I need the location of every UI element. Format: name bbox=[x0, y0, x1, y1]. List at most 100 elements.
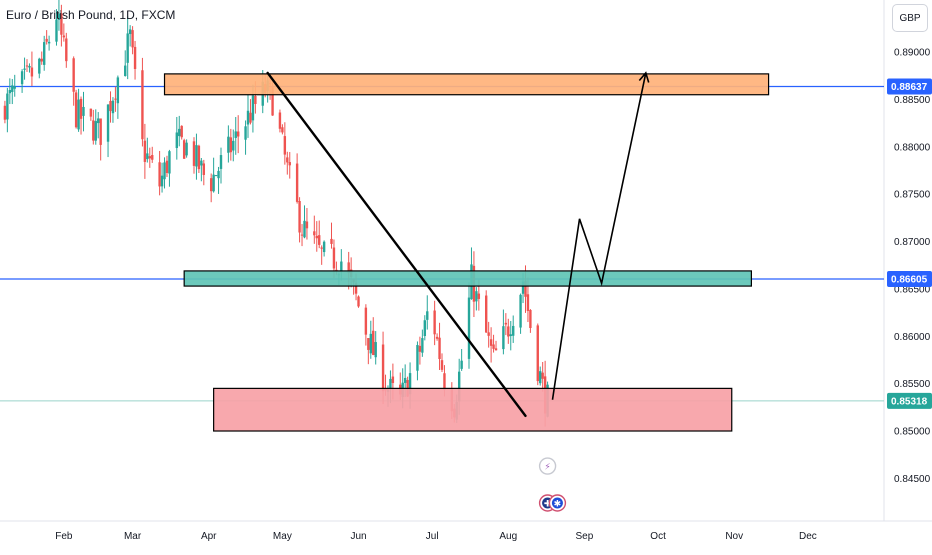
candle-body-145 bbox=[502, 326, 505, 350]
y-tick-label: 0.85500 bbox=[894, 379, 931, 390]
support-zone[interactable] bbox=[213, 387, 733, 432]
candle-body-133 bbox=[457, 371, 461, 402]
candle-body-144 bbox=[494, 348, 498, 351]
candle-body-14 bbox=[47, 41, 51, 44]
candle-body-134 bbox=[460, 360, 463, 369]
lightning-event[interactable]: ⚡ bbox=[538, 457, 557, 475]
candle-body-120 bbox=[416, 344, 419, 371]
candle-body-8 bbox=[28, 65, 31, 68]
candle-body-60 bbox=[209, 178, 213, 192]
candle-body-96 bbox=[332, 247, 336, 269]
mid-zone[interactable] bbox=[183, 270, 753, 287]
candle-body-13 bbox=[45, 38, 48, 42]
candle-body-114 bbox=[391, 376, 395, 384]
event-icons[interactable]: ⚡ ✚ ✱ bbox=[538, 457, 567, 512]
candle-body-103 bbox=[354, 282, 358, 294]
candle-body-34 bbox=[116, 77, 120, 104]
candle-body-44 bbox=[151, 155, 154, 160]
candle-body-140 bbox=[485, 295, 488, 333]
y-tick-label: 0.84500 bbox=[894, 474, 931, 485]
candle-body-2 bbox=[8, 90, 12, 94]
symbol-title[interactable]: Euro / British Pound, 1D, FXCM bbox=[6, 8, 176, 22]
candle-body-104 bbox=[357, 296, 360, 307]
candle-body-64 bbox=[219, 155, 223, 169]
candle-body-59 bbox=[202, 163, 206, 175]
eu-flag-event[interactable]: ✱ bbox=[548, 494, 567, 512]
candle-body-124 bbox=[426, 311, 429, 320]
time-axis[interactable]: Feb Mar Apr May Jun Jul Aug Sep Oct Nov Dec bbox=[55, 531, 817, 542]
candle-body-5 bbox=[20, 71, 24, 85]
candle-body-150 bbox=[519, 294, 522, 328]
candle-body-21 bbox=[74, 92, 78, 128]
x-tick-label: May bbox=[273, 531, 292, 542]
candle-body-17 bbox=[60, 13, 63, 35]
candle-body-7 bbox=[25, 65, 29, 67]
candle-body-51 bbox=[178, 128, 181, 137]
y-tick-label: 0.86000 bbox=[894, 332, 931, 343]
x-tick-label: Nov bbox=[725, 531, 743, 542]
candle-body-148 bbox=[509, 334, 512, 337]
candle-body-68 bbox=[234, 131, 237, 138]
y-tick-label: 0.87000 bbox=[894, 237, 931, 248]
currency-button[interactable]: GBP bbox=[892, 4, 928, 32]
candle-body-37 bbox=[128, 29, 132, 35]
candle-body-82 bbox=[283, 136, 287, 155]
candle-body-42 bbox=[146, 153, 149, 160]
candle-body-88 bbox=[303, 220, 306, 238]
resistance-zone[interactable] bbox=[163, 73, 770, 96]
candle-body-72 bbox=[249, 112, 252, 123]
candle-body-90 bbox=[313, 231, 316, 236]
candle-body-128 bbox=[440, 360, 444, 370]
candle-body-126 bbox=[435, 336, 439, 339]
candle-body-157 bbox=[541, 372, 544, 379]
candle-body-15 bbox=[55, 19, 58, 42]
candle-body-81 bbox=[281, 127, 284, 133]
candle-body-40 bbox=[141, 70, 144, 140]
candle-body-11 bbox=[40, 58, 43, 62]
price-badge-label-2: 0.85318 bbox=[891, 396, 928, 407]
candle-body-146 bbox=[504, 322, 508, 325]
candle-body-80 bbox=[278, 112, 282, 129]
candle-body-122 bbox=[421, 338, 424, 353]
candle-body-25 bbox=[89, 108, 93, 117]
candle-body-121 bbox=[418, 345, 422, 352]
candle-body-141 bbox=[487, 332, 490, 336]
candle-body-0 bbox=[3, 105, 7, 120]
candle-body-155 bbox=[536, 325, 539, 382]
candle-body-151 bbox=[521, 281, 525, 294]
candle-body-156 bbox=[539, 371, 542, 384]
candle-body-27 bbox=[94, 121, 97, 141]
candle-body-57 bbox=[197, 145, 201, 170]
price-badge-2 bbox=[887, 392, 932, 409]
projection-path[interactable] bbox=[551, 72, 647, 400]
candle-body-30 bbox=[106, 104, 110, 142]
candle-body-4 bbox=[13, 86, 16, 89]
candle-body-29 bbox=[99, 118, 102, 145]
candle-body-26 bbox=[92, 120, 95, 141]
candle-body-39 bbox=[133, 46, 137, 70]
arrow-head-icon bbox=[638, 71, 650, 83]
candle-body-66 bbox=[229, 137, 233, 153]
candle-body-93 bbox=[320, 247, 323, 249]
candle-body-63 bbox=[217, 170, 220, 179]
price-axis[interactable]: 0.84500 0.85000 0.85500 0.86000 0.86500 0.870… bbox=[894, 48, 931, 485]
candle-body-106 bbox=[367, 338, 370, 350]
candle-body-18 bbox=[62, 35, 66, 38]
y-tick-label: 0.87500 bbox=[894, 190, 931, 201]
x-tick-label: Feb bbox=[55, 531, 73, 542]
y-tick-label: 0.89000 bbox=[894, 48, 931, 59]
price-badge-1 bbox=[887, 270, 932, 287]
trend-line[interactable] bbox=[266, 71, 527, 418]
candle-body-49 bbox=[168, 151, 171, 174]
candle-body-100 bbox=[347, 262, 350, 273]
candle-body-87 bbox=[300, 234, 304, 236]
candle-body-127 bbox=[438, 337, 441, 360]
candle-body-89 bbox=[305, 221, 309, 229]
candle-body-142 bbox=[489, 339, 493, 346]
x-tick-label: Sep bbox=[576, 531, 594, 542]
lightning-event-icon-fill bbox=[542, 460, 554, 472]
candle-body-62 bbox=[214, 175, 218, 177]
candle-body-12 bbox=[43, 42, 46, 65]
